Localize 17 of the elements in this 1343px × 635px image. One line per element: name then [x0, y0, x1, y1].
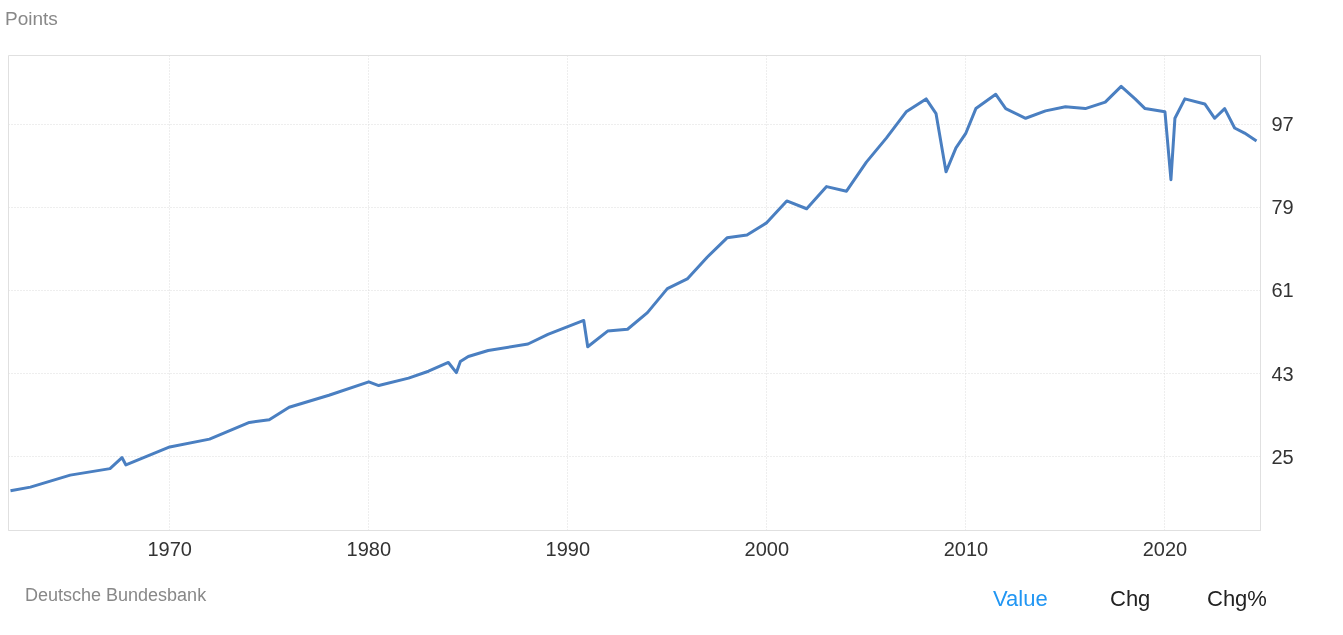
- y-tick-label: 79: [1271, 196, 1294, 219]
- x-tick-label: 2020: [1142, 537, 1188, 560]
- y-tick-label: 61: [1271, 279, 1294, 302]
- text: Chg: [1110, 585, 1151, 613]
- text: Chg%: [1207, 585, 1267, 613]
- y-tick-label: 97: [1271, 113, 1294, 136]
- x-tick-label: 1970: [147, 537, 192, 560]
- y-axis-title: Points: [5, 7, 58, 31]
- line-series: [8, 84, 1259, 493]
- x-tick-label: 2000: [744, 537, 790, 560]
- text: Value: [993, 585, 1048, 613]
- text: Deutsche Bundesbank: [25, 584, 207, 607]
- y-tick-label: 43: [1271, 362, 1294, 385]
- y-tick-label: 25: [1271, 445, 1294, 468]
- x-tick-label: 2010: [943, 537, 989, 560]
- x-tick-label: 1990: [545, 537, 591, 560]
- x-tick-label: 1980: [346, 537, 392, 560]
